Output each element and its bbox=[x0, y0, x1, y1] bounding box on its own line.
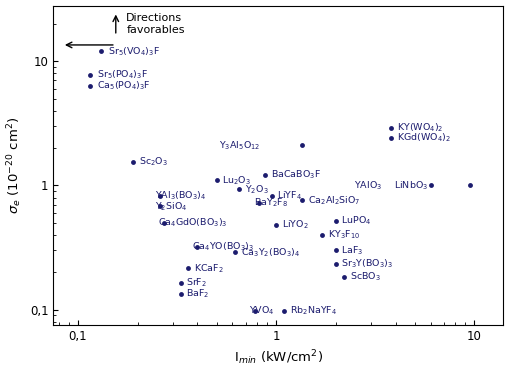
Text: Ca$_4$GdO(BO$_3$)$_3$: Ca$_4$GdO(BO$_3$)$_3$ bbox=[158, 217, 228, 229]
Text: Sr$_5$(PO$_4$)$_3$F: Sr$_5$(PO$_4$)$_3$F bbox=[97, 68, 148, 81]
Text: Sc$_2$O$_3$: Sc$_2$O$_3$ bbox=[139, 156, 168, 168]
Text: KY$_3$F$_{10}$: KY$_3$F$_{10}$ bbox=[327, 229, 360, 241]
Text: BaY$_2$F$_8$: BaY$_2$F$_8$ bbox=[253, 197, 288, 210]
Text: YVO$_4$: YVO$_4$ bbox=[249, 305, 275, 317]
Text: ScBO$_3$: ScBO$_3$ bbox=[350, 270, 381, 283]
Text: Lu$_2$O$_3$: Lu$_2$O$_3$ bbox=[222, 174, 251, 186]
Text: BaCaBO$_3$F: BaCaBO$_3$F bbox=[271, 169, 321, 181]
Text: Y$_3$Al$_5$O$_{12}$: Y$_3$Al$_5$O$_{12}$ bbox=[219, 139, 260, 152]
Text: YAl$_3$(BO$_3$)$_4$: YAl$_3$(BO$_3$)$_4$ bbox=[155, 190, 206, 203]
Text: Y$_2$SiO$_4$: Y$_2$SiO$_4$ bbox=[155, 200, 187, 213]
Y-axis label: $\sigma_e$ (10$^{-20}$ cm$^2$): $\sigma_e$ (10$^{-20}$ cm$^2$) bbox=[6, 117, 24, 214]
Text: LiYO$_2$: LiYO$_2$ bbox=[282, 219, 308, 231]
Text: KGd(WO$_4$)$_2$: KGd(WO$_4$)$_2$ bbox=[397, 132, 451, 144]
Text: BaF$_2$: BaF$_2$ bbox=[186, 287, 210, 300]
Text: LaF$_3$: LaF$_3$ bbox=[342, 244, 364, 257]
Text: SrF$_2$: SrF$_2$ bbox=[186, 276, 207, 289]
Text: Sr$_5$(VO$_4$)$_3$F: Sr$_5$(VO$_4$)$_3$F bbox=[107, 45, 159, 57]
Text: LiYF$_4$: LiYF$_4$ bbox=[277, 190, 302, 203]
Text: LiNbO$_3$: LiNbO$_3$ bbox=[393, 179, 428, 192]
Text: Y$_2$O$_3$: Y$_2$O$_3$ bbox=[245, 183, 268, 196]
X-axis label: I$_{min}$ (kW/cm$^2$): I$_{min}$ (kW/cm$^2$) bbox=[234, 349, 323, 367]
Text: Ca$_5$(PO$_4$)$_3$F: Ca$_5$(PO$_4$)$_3$F bbox=[97, 80, 151, 93]
Text: Ca$_3$Y$_2$(BO$_3$)$_4$: Ca$_3$Y$_2$(BO$_3$)$_4$ bbox=[241, 246, 300, 258]
Text: Directions
favorables: Directions favorables bbox=[126, 13, 185, 35]
Text: KY(WO$_4$)$_2$: KY(WO$_4$)$_2$ bbox=[397, 122, 443, 134]
Text: Sr$_3$Y(BO$_3$)$_3$: Sr$_3$Y(BO$_3$)$_3$ bbox=[342, 257, 393, 270]
Text: Ca$_4$YO(BO$_3$)$_3$: Ca$_4$YO(BO$_3$)$_3$ bbox=[192, 241, 254, 253]
Text: LuPO$_4$: LuPO$_4$ bbox=[342, 214, 372, 227]
Text: Ca$_2$Al$_2$SiO$_7$: Ca$_2$Al$_2$SiO$_7$ bbox=[307, 194, 360, 207]
Text: KCaF$_2$: KCaF$_2$ bbox=[194, 262, 223, 275]
Text: YAlO$_3$: YAlO$_3$ bbox=[354, 179, 382, 192]
Text: Rb$_2$NaYF$_4$: Rb$_2$NaYF$_4$ bbox=[290, 305, 337, 317]
